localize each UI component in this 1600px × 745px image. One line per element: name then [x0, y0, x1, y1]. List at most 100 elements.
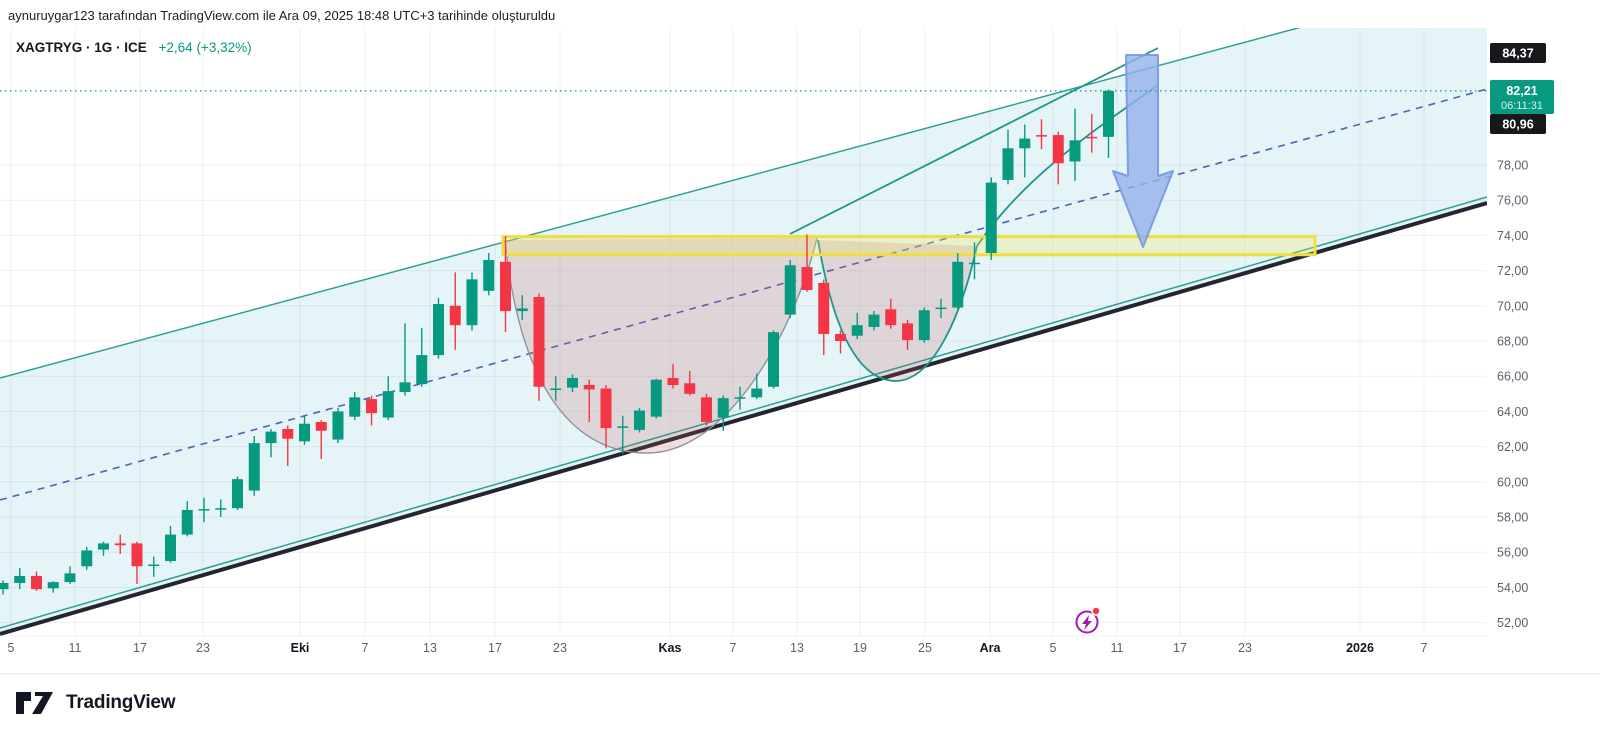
price-axis-label: 58,00 [1497, 511, 1528, 525]
candle-body [935, 307, 947, 310]
cup-arc-outline-1 [504, 237, 818, 454]
candle-body [248, 443, 260, 491]
candle-body [701, 397, 712, 422]
candle-body [684, 383, 696, 394]
candle-body [667, 377, 679, 385]
candle-body [131, 543, 143, 567]
candle-body [181, 509, 193, 535]
candle-body [0, 583, 9, 590]
candle-body [265, 431, 277, 444]
candle-body [918, 310, 930, 341]
candle-body [567, 377, 578, 388]
time-axis-label: 11 [1111, 641, 1124, 655]
price-change-text: +2,64 (+3,32%) [158, 40, 252, 55]
yellow-resistance-box[interactable] [501, 235, 1317, 257]
candle-body [902, 323, 913, 341]
price-axis-label: 54,00 [1497, 581, 1528, 595]
time-axis-label: 13 [423, 641, 437, 655]
candle-body [332, 411, 344, 440]
price-axis-label: 76,00 [1497, 194, 1528, 208]
channel-median-line[interactable] [0, 88, 1487, 501]
price-badge [1490, 114, 1546, 134]
candles-layer[interactable] [0, 89, 1114, 595]
candle-body [282, 429, 294, 439]
tradingview-logo[interactable]: TradingView [14, 690, 176, 716]
candle-body [650, 379, 662, 417]
time-axis-label: 5 [1050, 641, 1057, 655]
time-axis[interactable]: 5 11 17 23 Eki 7 13 17 23 Kas 7 13 19 25 Ara 5 11 17 23 202… [8, 641, 1428, 655]
time-axis-label: Eki [291, 641, 310, 655]
candle-body [232, 479, 243, 509]
attribution-text: aynuruygar123 tarafından TradingView.com… [8, 8, 556, 23]
time-axis-label: 25 [918, 641, 932, 655]
rising-trend-line[interactable] [789, 47, 1159, 235]
candle-body [801, 267, 813, 290]
candle-body [1103, 90, 1114, 137]
cup-arcs-drawing[interactable] [504, 84, 1159, 454]
candle-body [349, 397, 361, 417]
price-badge-value: 82,21 [1506, 84, 1537, 98]
time-axis-label: 17 [488, 641, 502, 655]
candle-body [299, 423, 310, 442]
candle-body [399, 382, 411, 393]
price-axis-label: 68,00 [1497, 335, 1528, 349]
separator-lines [0, 635, 1600, 675]
candle-body [717, 398, 729, 418]
candle-body [1019, 138, 1031, 149]
time-axis-label: Ara [980, 641, 1002, 655]
time-axis-label: 7 [1421, 641, 1428, 655]
candle-body [751, 388, 763, 398]
candle-body [366, 399, 377, 414]
price-badge [1490, 43, 1546, 63]
price-axis-label: 66,00 [1497, 370, 1528, 384]
grid-layer [0, 28, 1487, 636]
candle-body [835, 333, 846, 341]
candle-body [1052, 135, 1064, 164]
cup-arc-fill-2 [818, 240, 977, 381]
candle-body [47, 582, 59, 589]
candle-body [952, 261, 964, 308]
price-axis-label: 62,00 [1497, 440, 1528, 454]
candle-body [198, 509, 210, 511]
candle-body [1086, 136, 1098, 139]
candle-body [818, 282, 830, 334]
candle-body [449, 305, 461, 326]
price-axis-label: 70,00 [1497, 299, 1528, 313]
time-axis-label: 7 [362, 641, 369, 655]
candle-body [516, 308, 528, 312]
candle-body [617, 426, 629, 428]
ascending-channel-drawing[interactable] [0, 0, 1487, 636]
time-axis-label: 17 [1173, 641, 1187, 655]
candle-body [985, 182, 997, 253]
symbol-title[interactable]: XAGTRYG · 1G · ICE [16, 40, 147, 55]
candle-body [600, 388, 612, 429]
price-axis-label: 52,00 [1497, 616, 1528, 630]
candle-body [114, 543, 126, 546]
tradingview-logo-text: TradingView [66, 692, 176, 713]
candle-body [1036, 135, 1047, 137]
tradingview-logo-icon [16, 692, 53, 714]
candle-body [885, 309, 897, 326]
candle-body [550, 388, 562, 391]
price-badge-value: 84,37 [1502, 47, 1533, 61]
symbol-legend: XAGTRYG · 1G · ICE +2,64 (+3,32%) [16, 40, 252, 55]
candle-body [500, 261, 511, 312]
time-axis-label: 23 [196, 641, 210, 655]
price-axis-label: 56,00 [1497, 546, 1528, 560]
time-axis-label: 11 [69, 641, 82, 655]
price-axis-label: 72,00 [1497, 264, 1528, 278]
candle-body [768, 332, 779, 387]
price-axis-label: 78,00 [1497, 159, 1528, 173]
candle-body [634, 410, 645, 430]
price-axis-label: 60,00 [1497, 475, 1528, 489]
candle-body [433, 304, 444, 356]
candle-body [315, 421, 327, 431]
down-arrow-annotation[interactable] [1112, 54, 1174, 248]
lightning-icon[interactable] [1075, 606, 1101, 634]
price-axis-label: 74,00 [1497, 229, 1528, 243]
candle-body [466, 279, 478, 326]
price-axis[interactable]: 78,00 76,00 74,00 72,00 70,00 68,00 66,00 64,00… [1497, 159, 1528, 631]
